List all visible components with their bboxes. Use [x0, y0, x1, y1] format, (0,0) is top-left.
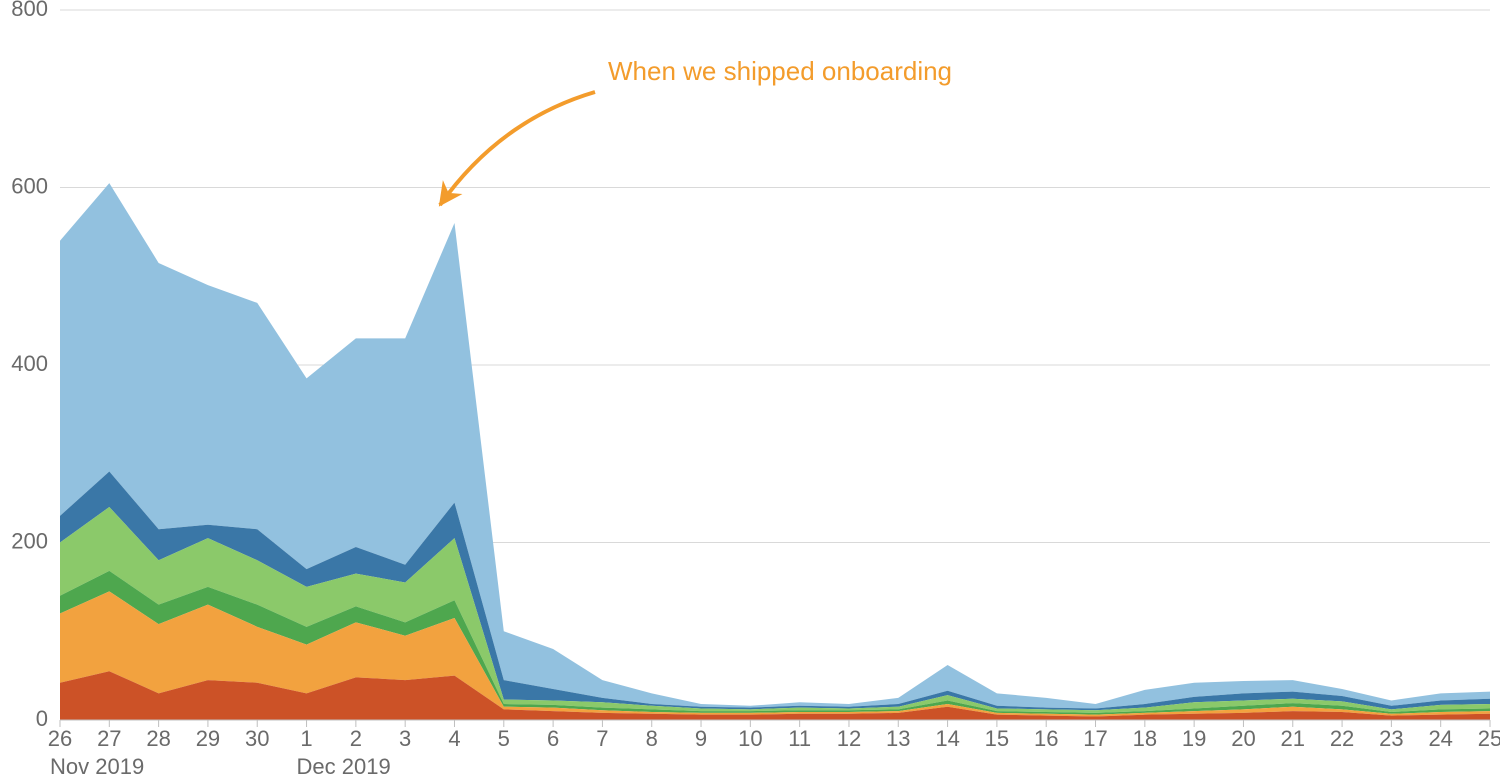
x-axis-tick-label: 4	[448, 726, 460, 751]
x-axis-tick-label: 25	[1478, 726, 1500, 751]
x-axis-tick-label: 10	[738, 726, 762, 751]
x-axis-tick-label: 5	[498, 726, 510, 751]
x-axis-tick-label: 2	[350, 726, 362, 751]
x-axis-tick-label: 9	[695, 726, 707, 751]
x-axis-tick-label: 14	[935, 726, 959, 751]
x-axis-tick-label: 28	[146, 726, 170, 751]
y-axis-tick-label: 400	[11, 351, 48, 376]
x-axis-tick-label: 21	[1281, 726, 1305, 751]
x-axis-tick-label: 8	[646, 726, 658, 751]
x-axis-tick-label: 7	[596, 726, 608, 751]
y-axis-tick-label: 800	[11, 0, 48, 21]
x-axis-tick-label: 19	[1182, 726, 1206, 751]
x-axis-tick-label: 24	[1428, 726, 1452, 751]
x-axis-tick-label: 3	[399, 726, 411, 751]
x-axis-tick-label: 29	[196, 726, 220, 751]
x-axis-tick-label: 6	[547, 726, 559, 751]
x-axis-month-label: Dec 2019	[297, 754, 391, 779]
annotation-text: When we shipped onboarding	[608, 56, 952, 86]
stacked-area-chart: 0200400600800262728293012345678910111213…	[0, 0, 1500, 784]
x-axis-tick-label: 1	[300, 726, 312, 751]
x-axis-tick-label: 11	[788, 726, 811, 751]
annotation-arrow	[440, 92, 595, 205]
x-axis-tick-label: 15	[985, 726, 1009, 751]
x-axis-tick-label: 20	[1231, 726, 1255, 751]
x-axis-tick-label: 16	[1034, 726, 1058, 751]
y-axis-tick-label: 600	[11, 173, 48, 198]
chart-svg: 0200400600800262728293012345678910111213…	[0, 0, 1500, 784]
x-axis-tick-label: 27	[97, 726, 121, 751]
x-axis-tick-label: 22	[1330, 726, 1354, 751]
x-axis-tick-label: 12	[837, 726, 861, 751]
x-axis-tick-label: 30	[245, 726, 269, 751]
x-axis-tick-label: 26	[48, 726, 72, 751]
x-axis-tick-label: 23	[1379, 726, 1403, 751]
x-axis-tick-label: 13	[886, 726, 910, 751]
x-axis-tick-label: 18	[1133, 726, 1157, 751]
x-axis-month-label: Nov 2019	[50, 754, 144, 779]
x-axis-tick-label: 17	[1083, 726, 1107, 751]
y-axis-tick-label: 200	[11, 528, 48, 553]
y-axis-tick-label: 0	[36, 706, 48, 731]
